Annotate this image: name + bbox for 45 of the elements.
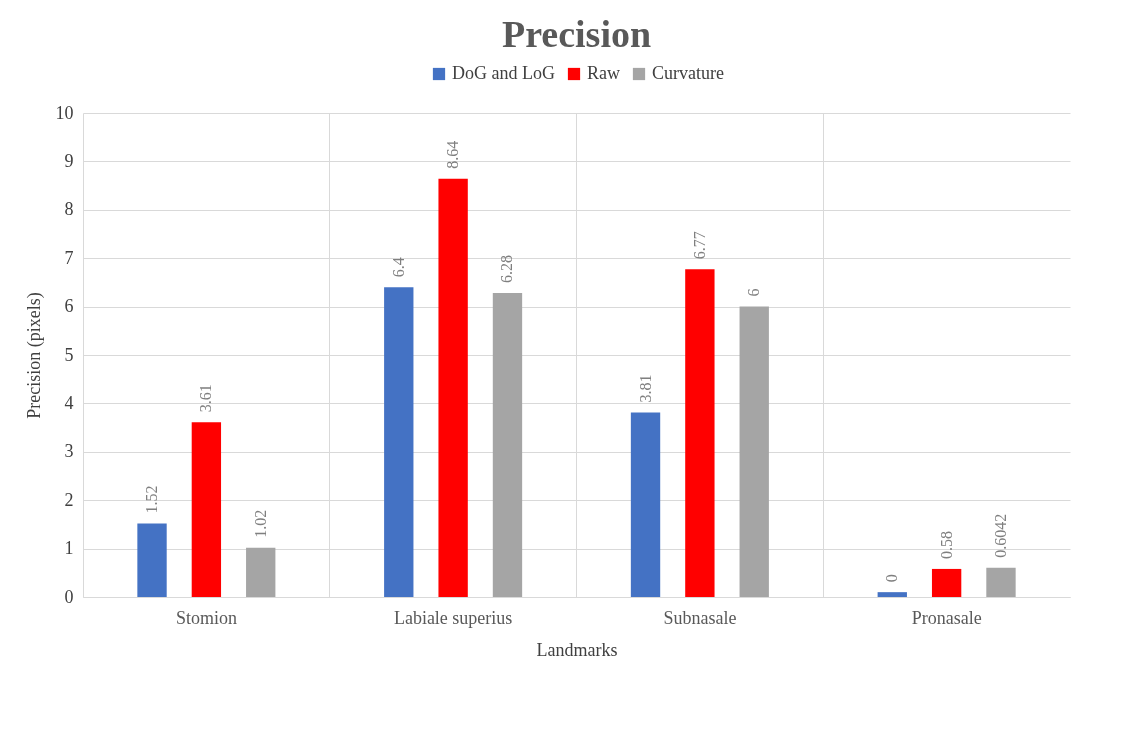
data-label: 0.6042: [991, 513, 1009, 558]
data-label: 6.4: [389, 257, 407, 278]
data-label: 0.58: [937, 530, 955, 559]
legend-label: Curvature: [652, 63, 724, 83]
bar: [492, 293, 523, 597]
bar: [877, 592, 907, 597]
bar: [438, 178, 468, 597]
data-label: 0: [883, 574, 901, 583]
y-tick-label: 10: [55, 102, 74, 123]
bar: [931, 568, 962, 597]
y-tick-label: 6: [64, 296, 74, 317]
x-tick-label: Stomion: [175, 607, 237, 628]
bar: [137, 523, 167, 597]
data-label: 1.02: [251, 509, 269, 538]
data-label: 8.64: [444, 140, 462, 169]
bar: [191, 422, 222, 597]
bar: [246, 547, 276, 597]
legend-label: Raw: [587, 63, 620, 83]
data-label: 6.77: [690, 231, 708, 260]
data-label: 1.52: [143, 485, 161, 514]
y-tick-label: 3: [64, 441, 74, 462]
data-label: 6.28: [498, 255, 516, 284]
x-tick-label: Subnasale: [663, 607, 737, 628]
data-label: 3.61: [197, 384, 215, 413]
legend-label: DoG and LoG: [452, 63, 555, 83]
x-axis-title: Landmarks: [536, 639, 618, 660]
chart-title: Precision: [501, 13, 652, 55]
y-tick-label: 1: [64, 538, 74, 559]
y-tick-label: 4: [64, 392, 74, 413]
data-label: 6: [745, 288, 763, 297]
y-tick-label: 8: [64, 199, 74, 220]
bar: [739, 306, 769, 597]
y-tick-label: 2: [64, 489, 74, 510]
bar: [685, 269, 715, 597]
y-axis-title: Precision (pixels): [23, 292, 45, 419]
y-tick-label: 9: [64, 150, 74, 171]
y-tick-label: 5: [64, 344, 74, 365]
data-label: 3.81: [636, 374, 654, 403]
bar: [384, 287, 414, 597]
bar: [630, 412, 661, 597]
y-tick-label: 0: [64, 586, 74, 607]
y-tick-label: 7: [64, 247, 74, 268]
x-tick-label: Pronasale: [911, 607, 982, 628]
x-tick-label: Labiale superius: [393, 607, 513, 628]
bar: [986, 567, 1016, 597]
